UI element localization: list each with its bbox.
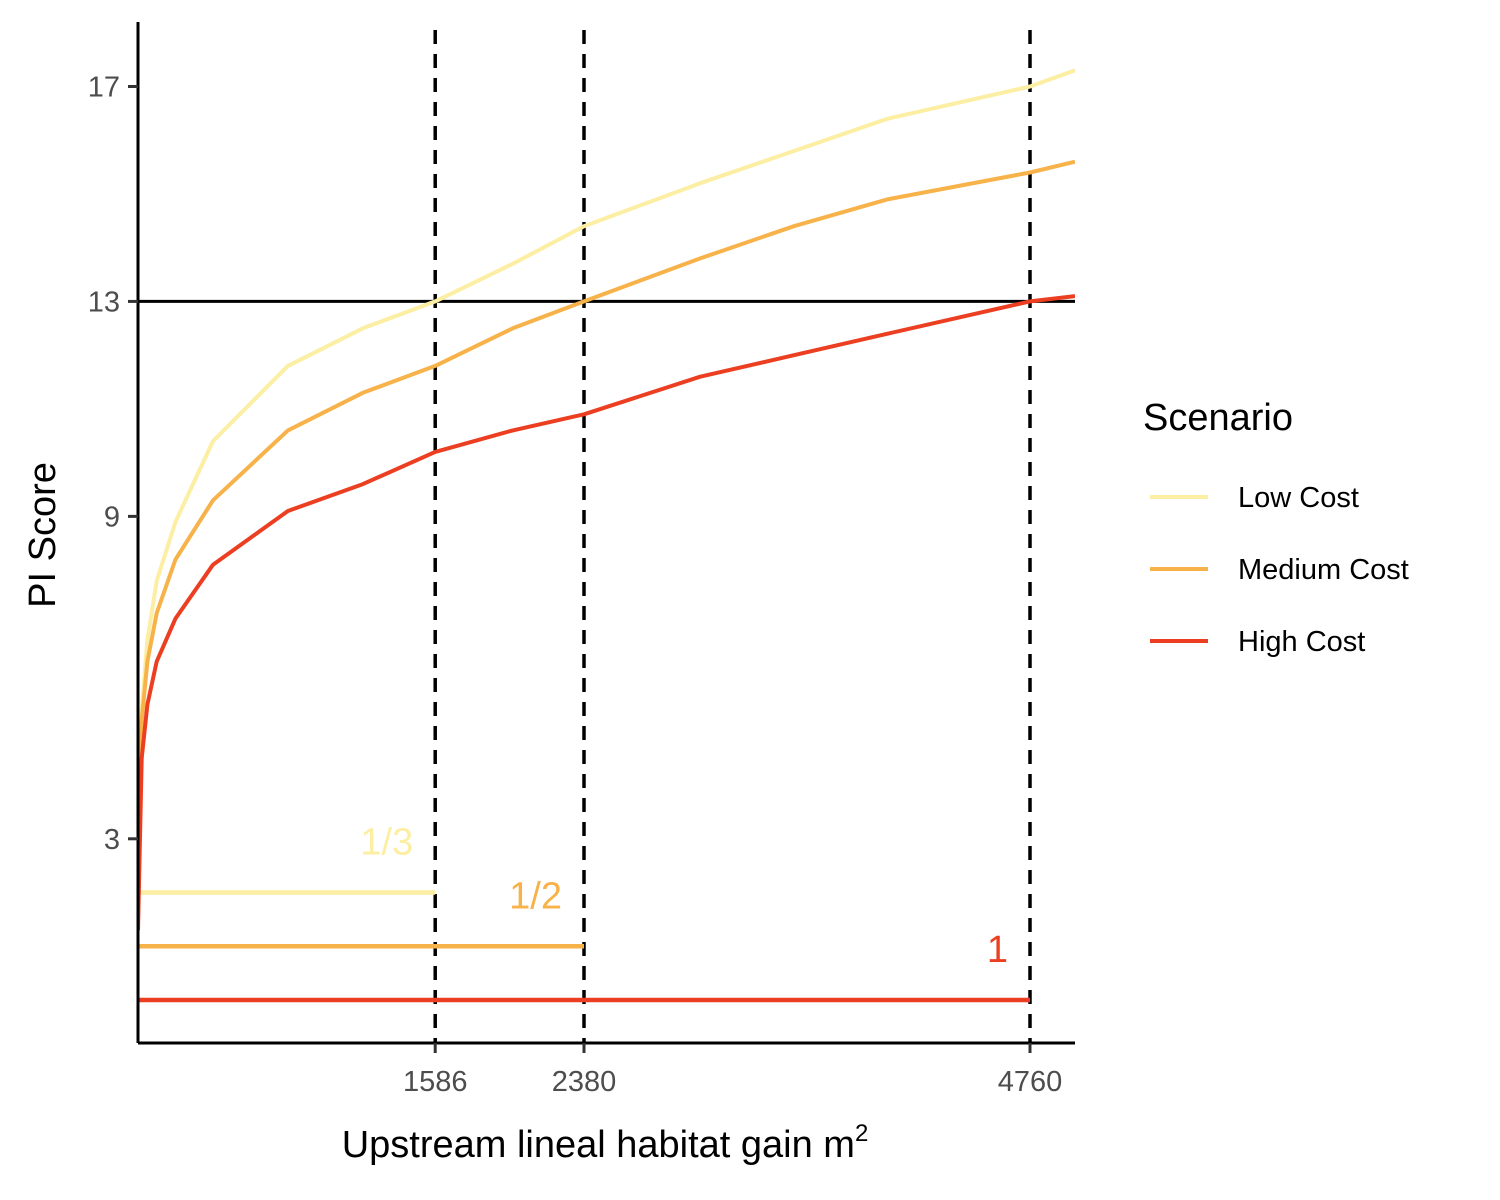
legend-title: Scenario (1143, 397, 1293, 439)
plot-area: 1/3 1/2 1 (138, 30, 1075, 1043)
series-line-3 (138, 294, 1075, 931)
x-tick-label-1586: 1586 (403, 1066, 468, 1098)
legend: Scenario Low Cost Medium Cost High Cost (1143, 397, 1409, 658)
segment-label-3: 1 (987, 929, 1008, 971)
x-tick-label-2380: 2380 (552, 1066, 617, 1098)
legend-label-2: Medium Cost (1238, 554, 1409, 586)
y-axis-title: PI Score (22, 462, 64, 608)
series-line-1 (138, 68, 1075, 898)
y-tick-label-9: 9 (104, 501, 120, 533)
axes: 3 9 13 17 1586 2380 4760 (88, 22, 1075, 1098)
y-tick-label-3: 3 (104, 824, 120, 856)
series-line-2 (138, 159, 1075, 920)
segment-label-1: 1/3 (360, 822, 413, 864)
y-tick-label-13: 13 (88, 286, 120, 318)
x-axis-title: Upstream lineal habitat gain m2 (342, 1120, 869, 1166)
segment-label-2: 1/2 (509, 875, 562, 917)
y-tick-label-17: 17 (88, 71, 120, 103)
x-tick-label-4760: 4760 (998, 1066, 1063, 1098)
x-axis-title-superscript: 2 (855, 1120, 868, 1147)
legend-label-3: High Cost (1238, 626, 1365, 658)
x-axis-title-text: Upstream lineal habitat gain m (342, 1124, 855, 1166)
legend-label-1: Low Cost (1238, 482, 1359, 514)
